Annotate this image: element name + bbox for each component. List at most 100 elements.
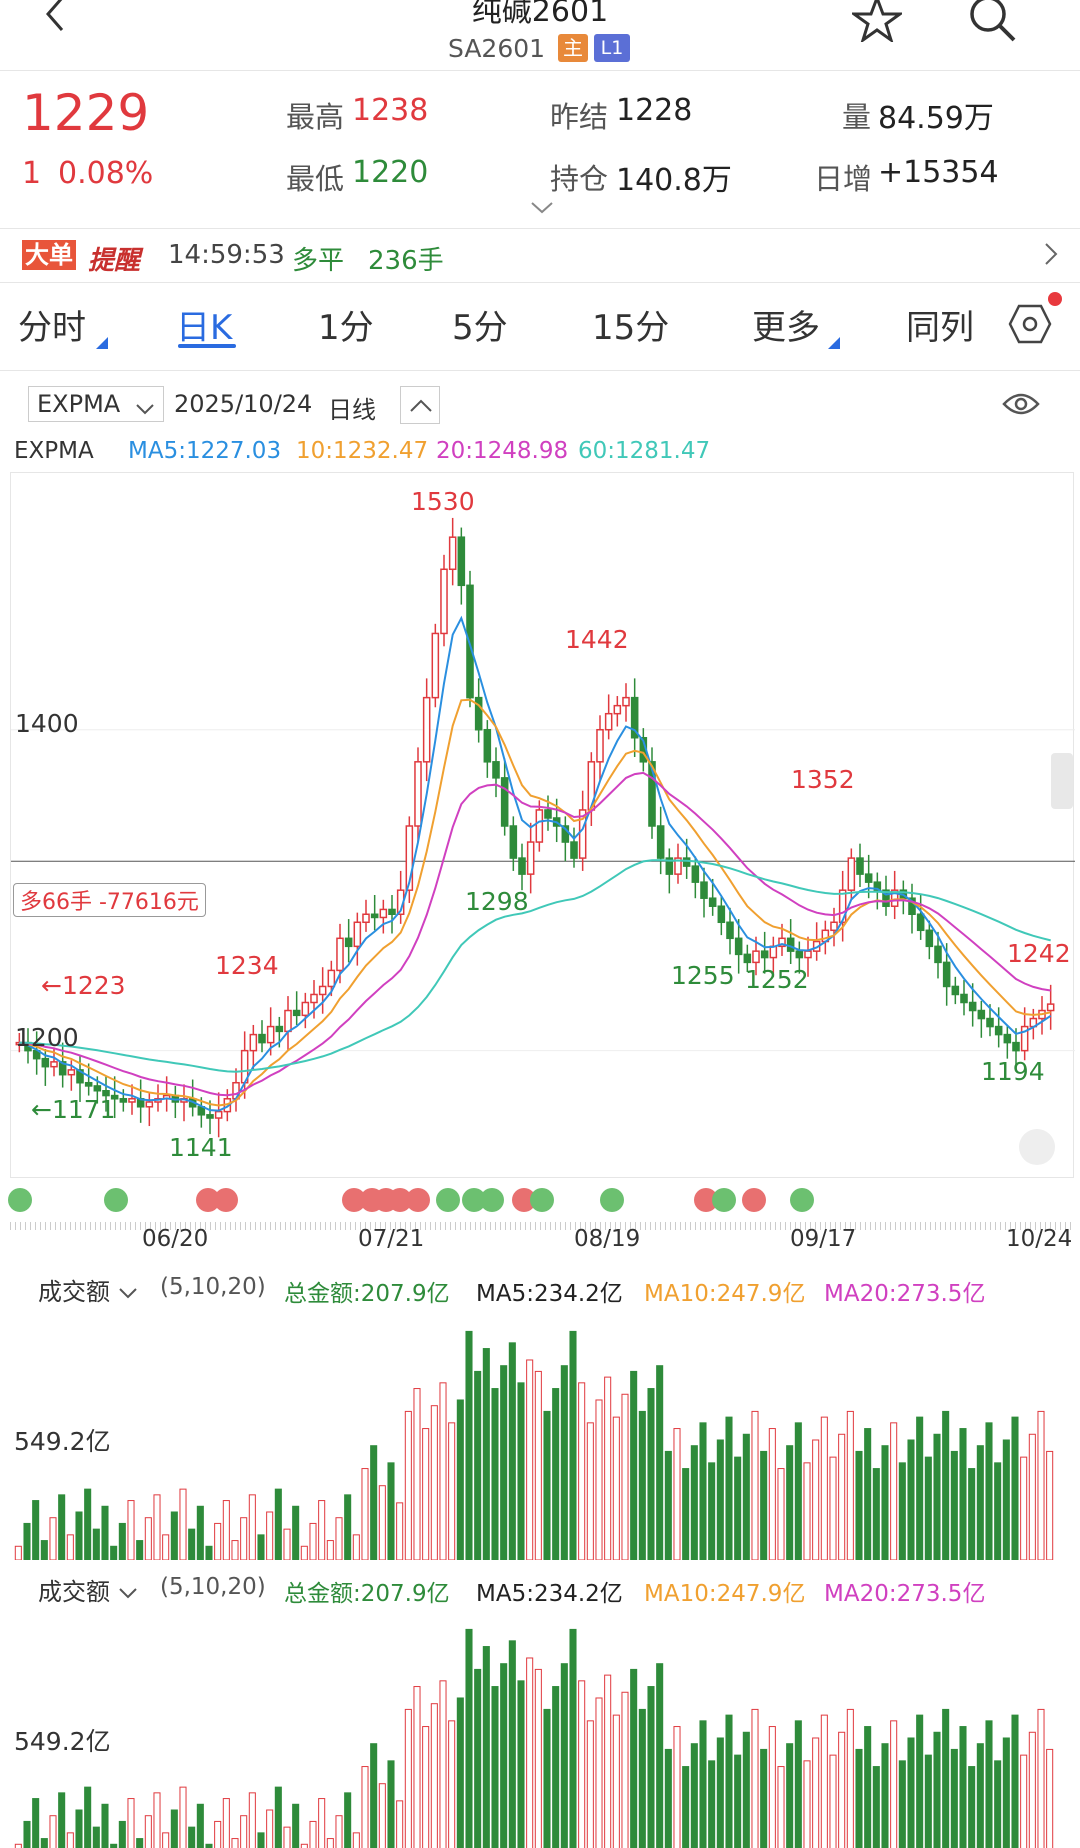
tab-more[interactable]: 更多 — [752, 308, 820, 348]
chevron-down-icon — [118, 1278, 138, 1306]
volume-bar — [846, 1708, 854, 1848]
volume-bar — [976, 1445, 984, 1561]
volume-bar — [777, 1766, 785, 1848]
ai-signal-marker[interactable] — [694, 1188, 718, 1212]
tab-15min[interactable]: 15分 — [592, 308, 670, 348]
volume-bar — [500, 1663, 508, 1848]
volume-ma10: MA10:247.9亿 — [644, 1281, 806, 1307]
candle-body — [214, 1110, 223, 1119]
volume-indicator-select-2[interactable]: 成交额 — [38, 1572, 138, 1607]
candle-body — [769, 945, 778, 959]
volume-bar — [75, 1809, 83, 1848]
candle-body — [622, 696, 630, 707]
volume-bar — [630, 1668, 638, 1848]
volume-bar — [664, 1748, 672, 1848]
candle-body — [405, 825, 414, 891]
volume-bar — [708, 1462, 716, 1561]
ai-signal-marker[interactable] — [712, 1188, 736, 1212]
ai-signal-marker[interactable] — [104, 1188, 128, 1212]
tab-intraday[interactable]: 分时 — [18, 308, 86, 348]
volume-bar — [630, 1370, 638, 1561]
ai-signal-marker[interactable] — [742, 1188, 766, 1212]
volume-bar — [456, 1697, 464, 1848]
tab-daily-k[interactable]: 日K — [176, 308, 233, 348]
volume-indicator-select[interactable]: 成交额 — [38, 1272, 138, 1307]
ai-signal-marker[interactable] — [480, 1188, 504, 1212]
candle-body — [778, 937, 786, 948]
ai-signal-marker[interactable] — [790, 1188, 814, 1212]
volume-bar — [32, 1500, 40, 1561]
volume-bar — [534, 1370, 542, 1561]
candle-body — [873, 881, 882, 891]
date-label-2: 07/21 — [358, 1226, 425, 1252]
volume-chart-panel[interactable]: 549.2亿 — [10, 1306, 1074, 1561]
volume-indicator-label: 成交额 — [38, 1278, 110, 1306]
collapse-button[interactable] — [400, 386, 440, 424]
volume-chart-panel-2[interactable]: 549.2亿 — [10, 1604, 1074, 1848]
volume-bar — [621, 1393, 629, 1561]
volume-bar — [508, 1342, 516, 1561]
candle-body — [951, 985, 960, 996]
candle-body — [422, 696, 431, 763]
eye-icon[interactable] — [1002, 390, 1040, 422]
volume-bar — [300, 1545, 308, 1561]
large-order-alert[interactable]: 大单 提醒 14:59:53 多平 236手 — [0, 232, 1080, 280]
ai-signal-marker[interactable] — [8, 1188, 32, 1212]
ai-signal-marker[interactable] — [530, 1188, 554, 1212]
ai-signal-marker[interactable] — [512, 1188, 536, 1212]
volume-y-tick-2: 549.2亿 — [14, 1727, 111, 1756]
volume-bar — [240, 1815, 248, 1848]
candle-body — [925, 929, 934, 948]
chevron-down-icon — [135, 391, 155, 425]
volume-bar — [283, 1826, 291, 1848]
tab-5min[interactable]: 5分 — [452, 308, 508, 348]
kline-chart-panel[interactable]: 1400 1200 多66手 -77616元 1530 1442 1352 12… — [10, 472, 1075, 1178]
volume-bar — [456, 1399, 464, 1561]
candle-body — [1003, 1033, 1012, 1044]
volume-bar — [40, 1838, 48, 1848]
prev-settle-label: 昨结 — [550, 100, 609, 134]
volume-bar — [526, 1359, 534, 1561]
ai-signal-marker[interactable] — [196, 1188, 220, 1212]
high-label: 最高 — [286, 100, 345, 134]
search-icon[interactable] — [968, 0, 1018, 48]
chevron-right-icon — [1044, 242, 1058, 270]
volume-bar — [257, 1534, 265, 1561]
volume-bar — [144, 1517, 152, 1561]
ai-signal-marker[interactable] — [214, 1188, 238, 1212]
candle-body — [994, 1025, 1003, 1036]
volume-bar — [1011, 1714, 1019, 1848]
ai-signal-marker[interactable] — [342, 1188, 366, 1212]
annotation-high-1530: 1530 — [411, 487, 475, 516]
volume-bar — [214, 1820, 222, 1848]
volume-bar — [924, 1456, 932, 1561]
volume-bar — [1020, 1754, 1028, 1848]
volume-bar — [560, 1663, 568, 1848]
ai-signal-marker[interactable] — [436, 1188, 460, 1212]
candle-body — [916, 913, 925, 932]
expand-chevron-icon[interactable] — [530, 200, 554, 219]
candle-body — [604, 712, 613, 731]
side-expand-handle[interactable] — [1051, 753, 1073, 809]
indicator-select[interactable]: EXPMA — [28, 386, 164, 422]
ai-signal-marker[interactable] — [406, 1188, 430, 1212]
tab-1min[interactable]: 1分 — [318, 308, 374, 348]
volume-bar — [517, 1382, 525, 1561]
ai-signal-marker[interactable] — [462, 1188, 486, 1212]
volume-bar — [370, 1445, 378, 1561]
star-icon[interactable] — [849, 0, 905, 46]
volume-bar — [92, 1528, 100, 1561]
volume-bar — [101, 1505, 109, 1561]
volume-bar — [725, 1714, 733, 1848]
volume-bar — [552, 1686, 560, 1848]
reset-zoom-icon[interactable] — [1019, 1129, 1055, 1165]
tab-compare[interactable]: 同列 — [906, 308, 974, 348]
volume-bar — [682, 1766, 690, 1848]
ai-signal-marker[interactable] — [388, 1188, 412, 1212]
chevron-down-icon — [118, 1578, 138, 1606]
settings-hexagon-icon[interactable] — [1008, 302, 1052, 350]
daily-increase-label: 日增 — [814, 162, 873, 196]
candle-body — [509, 825, 518, 859]
ai-signal-marker[interactable] — [600, 1188, 624, 1212]
back-icon[interactable] — [40, 0, 70, 34]
